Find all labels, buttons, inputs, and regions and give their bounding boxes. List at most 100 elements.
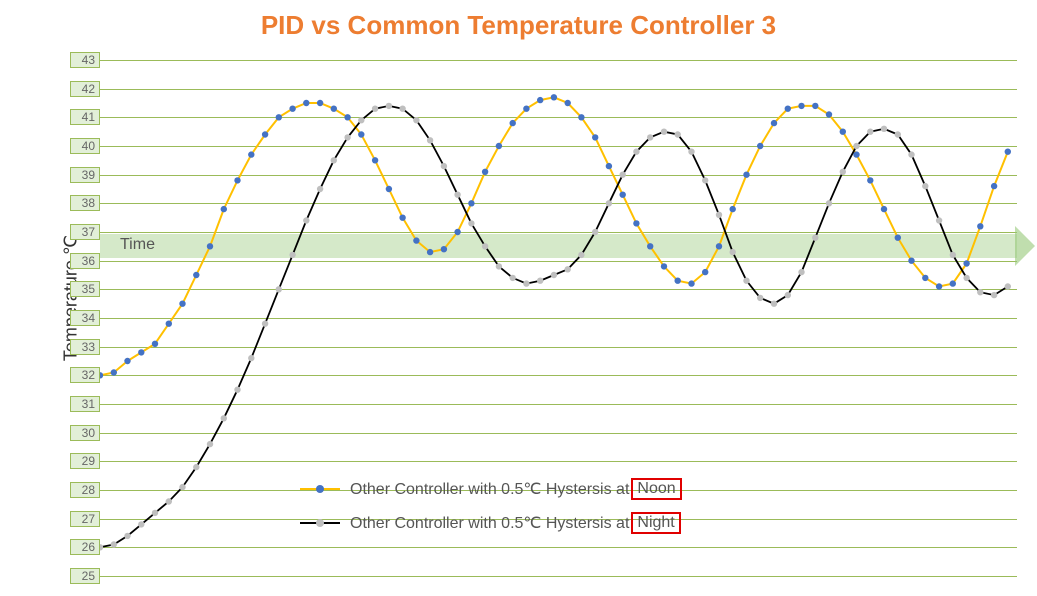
series-marker-noon (221, 206, 227, 212)
series-marker-noon (785, 106, 791, 112)
series-marker-night (262, 321, 268, 327)
series-marker-night (427, 137, 433, 143)
series-marker-noon (427, 249, 433, 255)
series-marker-night (551, 272, 557, 278)
series-marker-noon (730, 206, 736, 212)
series-marker-noon (289, 106, 295, 112)
series-marker-noon (331, 106, 337, 112)
plot-area: Time Other Controller with 0.5℃ Hystersi… (100, 60, 1017, 576)
series-marker-night (991, 292, 997, 298)
series-marker-night (853, 143, 859, 149)
series-marker-night (386, 103, 392, 109)
series-marker-noon (262, 131, 268, 137)
series-marker-noon (496, 143, 502, 149)
series-marker-noon (1005, 149, 1011, 155)
legend-item-night: Other Controller with 0.5℃ Hystersis at … (300, 512, 682, 534)
series-marker-night (413, 117, 419, 123)
series-marker-night (111, 541, 117, 547)
series-marker-night (303, 217, 309, 223)
series-marker-night (840, 169, 846, 175)
series-marker-night (496, 263, 502, 269)
series-marker-night (867, 129, 873, 135)
legend-swatch (300, 522, 340, 524)
series-marker-noon (620, 192, 626, 198)
series-marker-noon (468, 200, 474, 206)
series-marker-noon (344, 114, 350, 120)
legend-text: Other Controller with 0.5℃ Hystersis at (350, 513, 629, 533)
y-tick-label: 37 (70, 224, 100, 240)
series-marker-noon (922, 275, 928, 281)
series-marker-noon (977, 223, 983, 229)
series-marker-night (537, 278, 543, 284)
legend-marker-icon (316, 485, 324, 493)
series-marker-night (771, 301, 777, 307)
series-marker-night (606, 200, 612, 206)
series-marker-night (179, 484, 185, 490)
y-tick-label: 33 (70, 339, 100, 355)
y-tick-label: 29 (70, 453, 100, 469)
y-tick-label: 25 (70, 568, 100, 584)
series-marker-night (344, 134, 350, 140)
y-tick-label: 34 (70, 310, 100, 326)
series-marker-night (138, 521, 144, 527)
legend-highlight-box: Noon (631, 478, 681, 500)
series-marker-noon (413, 237, 419, 243)
y-tick-label: 30 (70, 425, 100, 441)
series-marker-night (647, 134, 653, 140)
series-marker-night (950, 252, 956, 258)
series-marker-noon (317, 100, 323, 106)
series-marker-night (331, 157, 337, 163)
series-marker-noon (578, 114, 584, 120)
series-marker-night (152, 510, 158, 516)
series-marker-night (716, 212, 722, 218)
chart-container: PID vs Common Temperature Controller 3 T… (0, 0, 1037, 596)
series-marker-night (633, 149, 639, 155)
series-marker-noon (372, 157, 378, 163)
series-marker-noon (454, 229, 460, 235)
series-marker-noon (936, 283, 942, 289)
series-marker-noon (647, 243, 653, 249)
series-marker-night (730, 249, 736, 255)
y-tick-label: 42 (70, 81, 100, 97)
series-marker-noon (482, 169, 488, 175)
y-tick-label: 35 (70, 281, 100, 297)
series-marker-noon (950, 280, 956, 286)
y-tick-label: 26 (70, 539, 100, 555)
series-marker-night (468, 220, 474, 226)
series-marker-noon (702, 269, 708, 275)
series-marker-noon (743, 172, 749, 178)
series-marker-noon (207, 243, 213, 249)
series-marker-night (482, 243, 488, 249)
series-marker-night (372, 106, 378, 112)
series-marker-night (523, 280, 529, 286)
legend-marker-icon (316, 519, 324, 527)
series-marker-noon (606, 163, 612, 169)
legend-swatch (300, 488, 340, 490)
series-marker-noon (867, 177, 873, 183)
series-marker-noon (386, 186, 392, 192)
series-marker-night (221, 415, 227, 421)
series-marker-night (592, 229, 598, 235)
series-marker-noon (633, 220, 639, 226)
series-marker-noon (523, 106, 529, 112)
series-marker-noon (111, 369, 117, 375)
series-marker-night (743, 278, 749, 284)
series-marker-noon (963, 260, 969, 266)
legend-item-noon: Other Controller with 0.5℃ Hystersis at … (300, 478, 682, 500)
series-marker-noon (661, 263, 667, 269)
series-marker-noon (565, 100, 571, 106)
chart-title: PID vs Common Temperature Controller 3 (0, 10, 1037, 41)
series-marker-noon (895, 235, 901, 241)
series-line-noon (100, 97, 1008, 375)
legend-text: Other Controller with 0.5℃ Hystersis at (350, 479, 629, 499)
series-marker-night (166, 498, 172, 504)
series-marker-night (798, 269, 804, 275)
series-marker-night (812, 235, 818, 241)
series-marker-night (289, 252, 295, 258)
y-tick-label: 43 (70, 52, 100, 68)
series-marker-night (358, 117, 364, 123)
series-marker-noon (551, 94, 557, 100)
series-marker-noon (399, 215, 405, 221)
series-marker-night (881, 126, 887, 132)
series-marker-noon (193, 272, 199, 278)
